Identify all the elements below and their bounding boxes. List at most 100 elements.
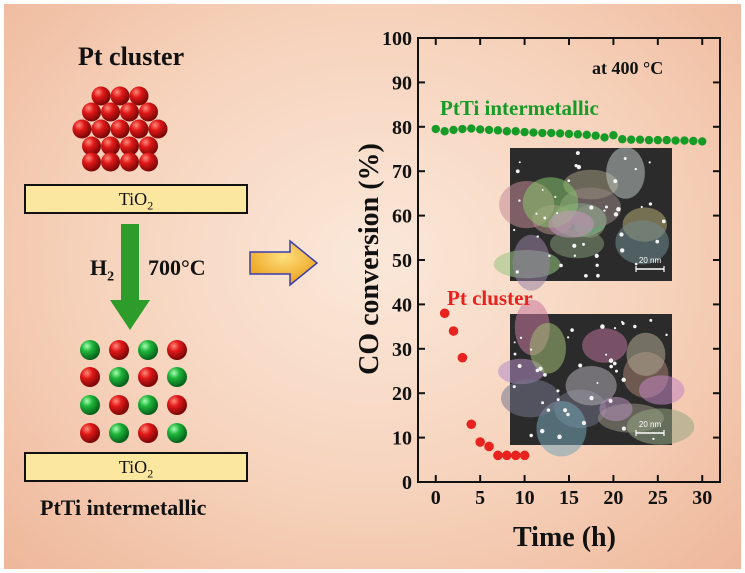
pt-atom (72, 119, 92, 139)
down-arrow-icon (110, 224, 150, 330)
tem-particle (613, 179, 618, 184)
data-point (564, 129, 574, 139)
tem-image-1: 20 nm (493, 147, 672, 291)
data-point (698, 137, 707, 146)
tem-particle (515, 270, 519, 274)
tem-grain (606, 147, 645, 199)
reaction-gas-label: H2 (90, 255, 114, 285)
data-point (547, 128, 556, 138)
data-point (448, 326, 459, 336)
data-point (689, 136, 698, 146)
tem-particle (608, 398, 613, 403)
pt-atom (120, 102, 139, 122)
tem-particle (570, 328, 574, 332)
chart-marks (431, 124, 707, 461)
tem-particle (554, 195, 557, 199)
pt-atom (138, 423, 158, 443)
substrate-subscript: 2 (147, 466, 154, 481)
data-point (591, 131, 600, 140)
tem-particle (621, 321, 625, 325)
tem-grain (638, 375, 685, 405)
tem-particle (573, 254, 577, 258)
tem-particle (513, 352, 517, 356)
data-point (457, 352, 468, 363)
data-point (635, 135, 645, 144)
data-point (493, 450, 503, 461)
data-point (502, 450, 512, 461)
data-point (475, 125, 485, 134)
y-tick-label: 80 (392, 117, 412, 139)
tem-particle (529, 348, 533, 351)
tio2-substrate-top: TiO2 (24, 184, 248, 214)
data-point (609, 131, 618, 140)
data-point (680, 136, 689, 145)
tem-image-2: 20 nm (498, 299, 695, 457)
right-arrow-icon (249, 239, 319, 287)
tio2-substrate-bottom: TiO2 (24, 452, 248, 482)
data-point (484, 441, 494, 452)
tem-particle (633, 324, 637, 329)
substrate-label: TiO (118, 457, 148, 477)
tem-particle (567, 179, 571, 183)
tem-particle (612, 361, 617, 366)
ptti-intermetallic-title: PtTi intermetallic (40, 495, 207, 520)
tem-particle (519, 336, 523, 340)
tem-particle (596, 273, 600, 278)
pt-atom (167, 340, 187, 360)
tem-particle (616, 207, 621, 212)
tem-particle (648, 202, 653, 206)
tem-particle (634, 262, 638, 266)
data-point (538, 128, 547, 138)
pt-atom (110, 86, 130, 106)
tem-particle (649, 318, 653, 322)
tem-particle (515, 169, 520, 174)
tem-particle (513, 341, 516, 344)
tem-grain (599, 396, 633, 422)
tem-grain (582, 328, 628, 363)
data-point (466, 419, 477, 430)
tem-particle (576, 164, 582, 170)
tem-particle (613, 326, 617, 330)
x-tick-label: 20 (603, 487, 623, 509)
pt-atom (120, 136, 139, 156)
pt-atom (138, 367, 158, 387)
tem-particle (536, 235, 539, 238)
tem-insets: 20 nm 20 nm (493, 147, 695, 457)
tem-grain (501, 379, 560, 418)
data-point (440, 127, 449, 136)
data-point (600, 133, 609, 142)
tem-particle (655, 239, 660, 244)
tem-particle (556, 398, 560, 402)
pt-atom (109, 340, 129, 360)
tem-particle (600, 324, 605, 329)
tem-particle (559, 263, 563, 268)
data-point (458, 124, 467, 134)
x-tick-label: 30 (692, 487, 712, 509)
data-point (493, 126, 503, 135)
tem-particle (541, 401, 545, 405)
tem-particle (665, 333, 668, 337)
tem-particle (615, 369, 618, 373)
tem-grain (536, 401, 587, 457)
legend-pt-cluster: Pt cluster (447, 286, 533, 310)
pt-atom (82, 136, 101, 156)
tem-particle (584, 273, 588, 278)
data-point (573, 130, 583, 139)
ti-atom (80, 340, 100, 360)
tem-particle (595, 263, 599, 267)
tem-particle (589, 205, 594, 210)
tem-particle (535, 368, 540, 373)
tem-particle (538, 366, 543, 371)
pt-atom (101, 102, 120, 122)
y-tick-label: 0 (402, 472, 412, 494)
tem-particle (594, 253, 599, 258)
tem-particle (566, 336, 570, 339)
pt-atom (80, 367, 100, 387)
x-tick-label: 15 (559, 487, 579, 509)
y-tick-label: 70 (392, 161, 412, 183)
tem-particle (613, 212, 619, 217)
data-point (475, 437, 485, 447)
pt-cluster-title: Pt cluster (78, 42, 185, 71)
substrate-label: TiO (118, 189, 148, 209)
